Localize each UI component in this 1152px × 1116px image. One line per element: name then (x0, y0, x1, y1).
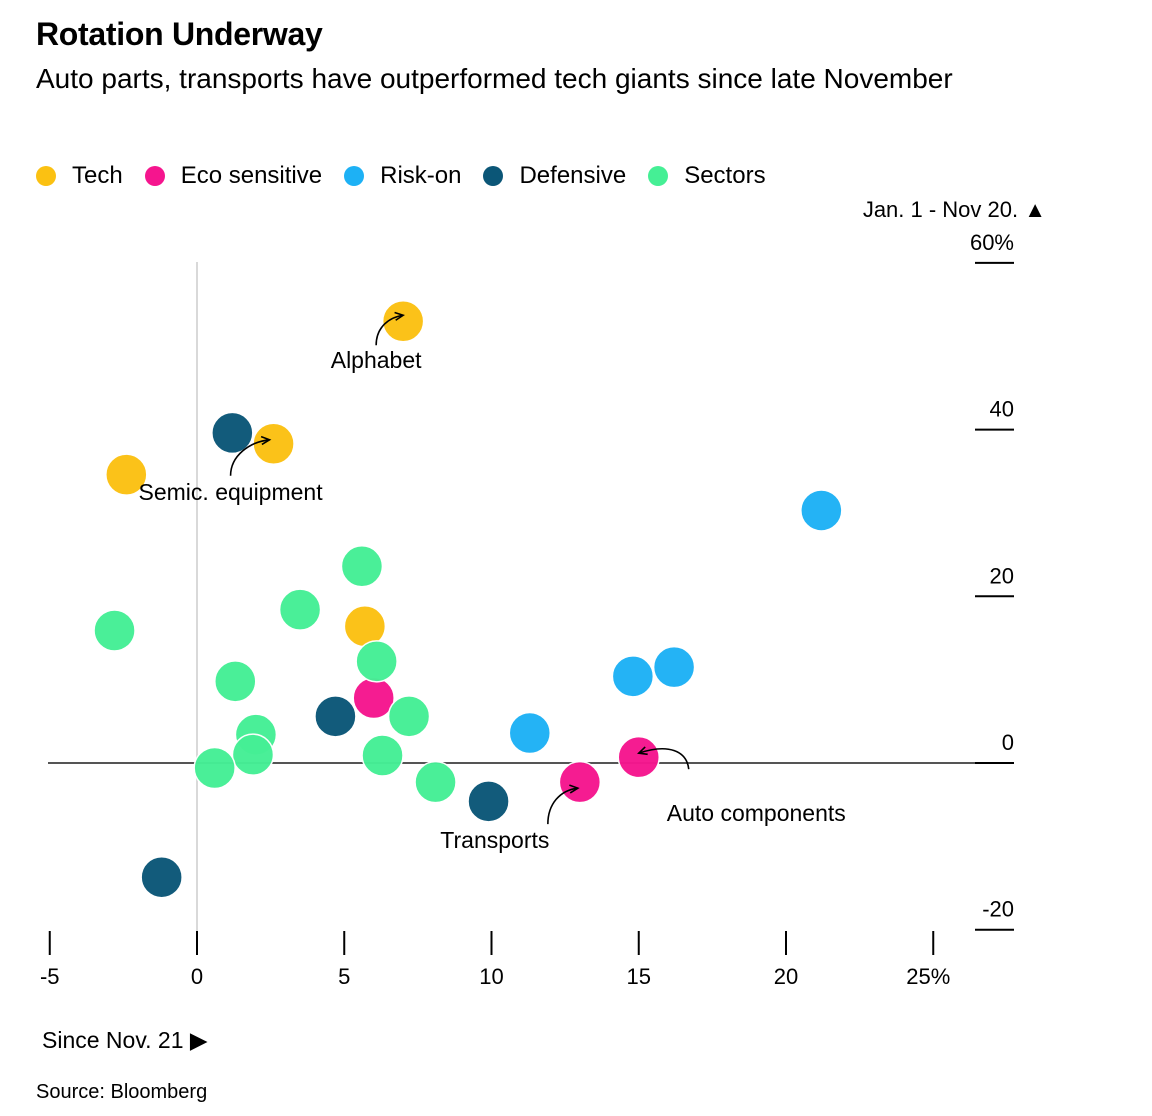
data-point-tech (252, 422, 295, 466)
annotation-label: Alphabet (331, 347, 422, 373)
data-point-sectors (361, 734, 404, 777)
data-point-risk-on (652, 645, 696, 689)
legend-swatch-defensive (483, 166, 504, 186)
data-point-eco-sensitive (558, 760, 602, 804)
x-tick-label: -5 (40, 964, 60, 989)
x-tick-label: 5 (338, 964, 350, 989)
legend-label-defensive: Defensive (519, 162, 627, 189)
legend-item-risk-on: Risk-on (344, 162, 461, 190)
legend-swatch-tech (36, 166, 56, 186)
legend-label-eco-sensitive: Eco sensitive (180, 162, 323, 189)
annotation-label: Transports (440, 827, 549, 853)
annotation-arrow (638, 748, 690, 770)
y-tick-label: 60% (970, 230, 1014, 255)
legend-label-tech: Tech (72, 162, 123, 189)
annotation-arrow (547, 787, 578, 825)
data-point-defensive (140, 855, 183, 899)
annotation-arrowhead (394, 311, 405, 321)
annotation-arrow (375, 314, 404, 346)
x-tick-label: 20 (774, 964, 798, 989)
y-tick-label: 20 (990, 563, 1014, 588)
data-point-sectors (214, 660, 257, 703)
legend-item-sectors: Sectors (648, 162, 766, 190)
data-point-defensive (211, 411, 254, 455)
legend-swatch-eco-sensitive (144, 166, 165, 186)
data-point-eco-sensitive (352, 676, 395, 720)
data-point-eco-sensitive (617, 735, 660, 779)
x-tick-label: 10 (479, 964, 503, 989)
y-tick-label: 40 (990, 397, 1014, 422)
legend-swatch-risk-on (344, 166, 365, 186)
data-point-sectors (93, 609, 136, 652)
legend-label-sectors: Sectors (684, 162, 766, 189)
data-point-risk-on (611, 655, 655, 698)
legend-item-tech: Tech (36, 162, 123, 190)
data-point-sectors (278, 588, 322, 631)
y-axis-label: Jan. 1 - Nov 20. ▲ (862, 197, 1046, 222)
data-point-defensive (467, 780, 510, 823)
annotation-arrow (229, 438, 270, 476)
chart-title: Rotation Underway (36, 16, 323, 52)
x-tick-label: 25% (906, 964, 950, 989)
annotation-arrowhead (260, 435, 272, 446)
data-point-sectors (193, 746, 236, 790)
data-point-sectors (414, 760, 457, 804)
data-point-risk-on (508, 711, 552, 755)
x-tick-label: 0 (191, 964, 203, 989)
data-point-sectors (340, 545, 384, 588)
x-tick-label: 15 (627, 964, 651, 989)
legend-item-eco-sensitive: Eco sensitive (144, 162, 323, 190)
legend-label-risk-on: Risk-on (380, 162, 462, 189)
legend-item-defensive: Defensive (483, 162, 626, 190)
chart-subtitle: Auto parts, transports have outperformed… (36, 63, 953, 94)
y-tick-label: -20 (982, 897, 1014, 922)
legend-swatch-sectors (648, 166, 669, 186)
x-axis-label: Since Nov. 21 ▶ (42, 1027, 208, 1053)
data-point-tech (105, 453, 148, 496)
data-point-risk-on (800, 489, 843, 532)
data-point-tech (381, 299, 425, 343)
annotation-arrowhead (637, 746, 648, 756)
annotation-label: Auto components (667, 800, 846, 826)
data-point-sectors (387, 695, 431, 738)
legend: Tech Eco sensitive Risk-on Defensive Sec… (36, 162, 788, 190)
data-point-sectors (355, 640, 398, 683)
source-note: Source: Bloomberg (36, 1081, 208, 1103)
data-point-defensive (314, 695, 357, 738)
annotation-arrowhead (569, 784, 580, 794)
data-point-sectors (231, 733, 275, 776)
annotation-label: Semic. equipment (139, 479, 324, 505)
y-tick-label: 0 (1002, 730, 1014, 755)
